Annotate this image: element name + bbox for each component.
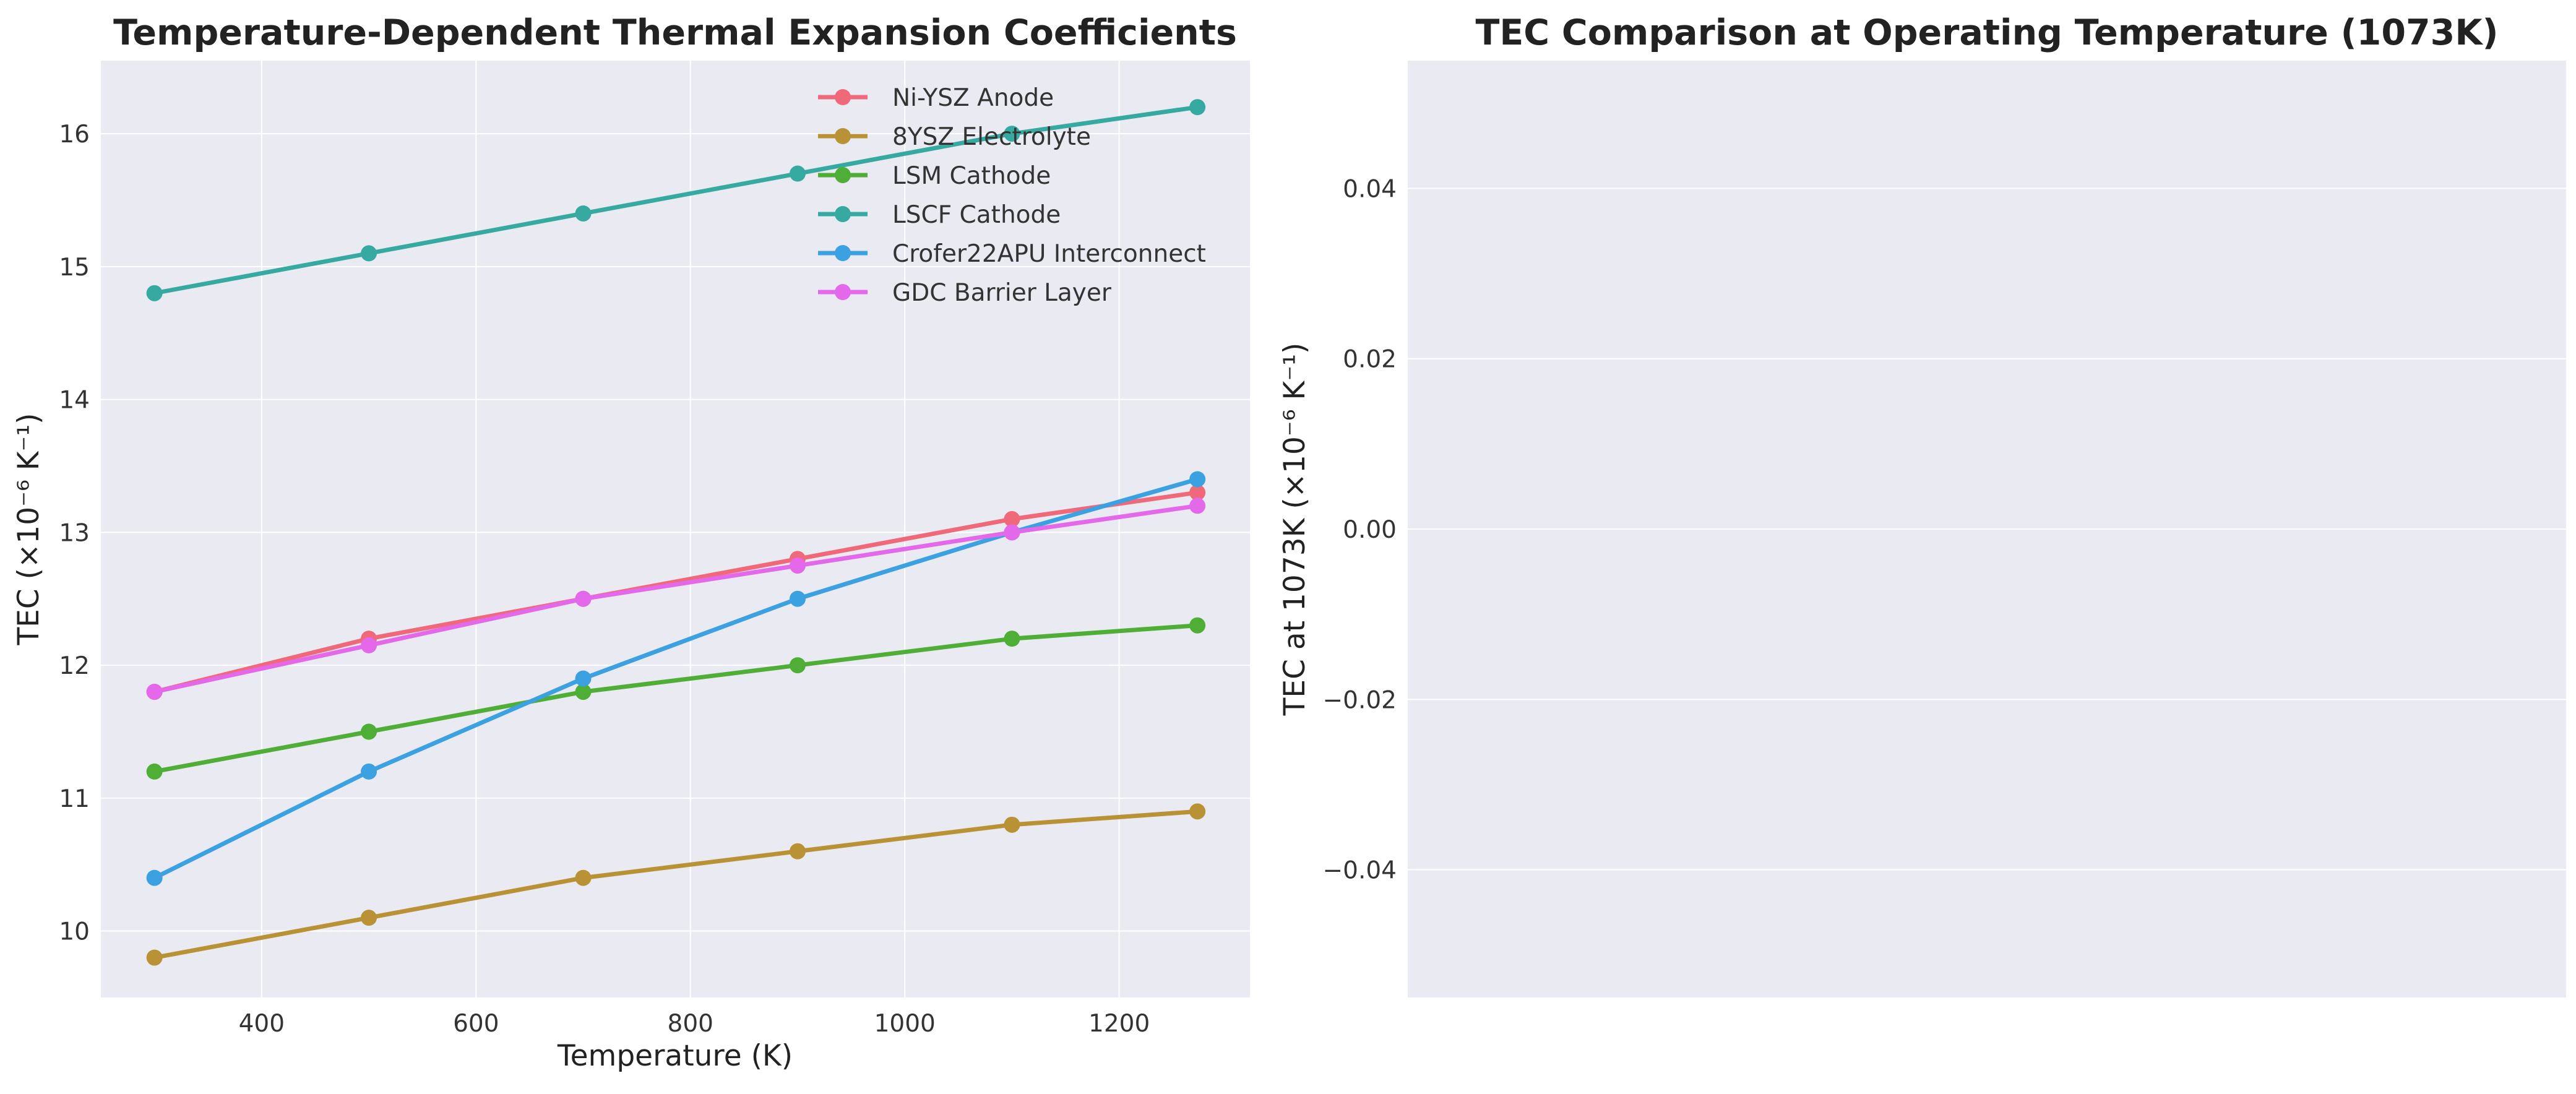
legend-item: Crofer22APU Interconnect: [818, 240, 1206, 268]
x-tick-label: 400: [239, 1010, 285, 1038]
data-point: [361, 723, 377, 740]
data-point: [1004, 816, 1020, 833]
series-line: [152, 476, 1200, 881]
bar-chart-grid: [1408, 187, 2566, 871]
bar-chart-y-ticks: 0.04 0.02 0.00 −0.02 −0.04: [1322, 175, 1397, 884]
bar-chart-y-axis-label: TEC at 1073K (×10⁻⁶ K⁻¹): [1278, 343, 1312, 717]
series-gdc-barrier-layer: [146, 497, 1206, 700]
legend-swatch-marker: [835, 245, 851, 261]
y-tick-label: 0.02: [1343, 346, 1397, 374]
data-point: [146, 763, 163, 780]
legend-label: 8YSZ Electrolyte: [892, 123, 1091, 151]
data-point: [1189, 99, 1206, 116]
data-point: [789, 843, 806, 859]
bar-chart-panel: 0.04 0.02 0.00 −0.02 −0.04 TEC Comparison at…: [1278, 12, 2566, 997]
legend-swatch-marker: [835, 167, 851, 183]
y-tick-label: 11: [59, 785, 90, 813]
x-tick-label: 1200: [1088, 1010, 1150, 1038]
legend-label: LSCF Cathode: [892, 201, 1061, 229]
data-point: [1189, 617, 1206, 634]
data-point: [361, 245, 377, 262]
data-point: [575, 205, 592, 222]
y-tick-label: 13: [59, 519, 90, 547]
line-chart-y-ticks: 10 11 12 13 14 15 16: [59, 121, 90, 946]
y-tick-label: 16: [59, 121, 90, 149]
x-tick-label: 600: [453, 1010, 499, 1038]
line-chart-plot-area: [101, 61, 1250, 997]
series-line: [152, 105, 1200, 296]
legend-label: Ni-YSZ Anode: [892, 84, 1054, 112]
data-point: [575, 670, 592, 687]
data-point: [789, 165, 806, 182]
legend-swatch-marker: [835, 128, 851, 144]
y-tick-label: 15: [59, 254, 90, 282]
data-point: [575, 684, 592, 700]
data-point: [146, 285, 163, 301]
series-line: [152, 503, 1200, 694]
legend-item: 8YSZ Electrolyte: [818, 123, 1091, 151]
legend-label: Crofer22APU Interconnect: [892, 240, 1206, 268]
data-point: [1004, 524, 1020, 541]
legend-item: GDC Barrier Layer: [818, 279, 1112, 307]
legend-swatch-marker: [835, 206, 851, 222]
line-chart-x-axis-label: Temperature (K): [557, 1039, 793, 1073]
line-chart-title: Temperature-Dependent Thermal Expansion …: [113, 12, 1237, 53]
line-chart-series-group: [146, 99, 1206, 966]
data-point: [361, 763, 377, 780]
legend-item: LSCF Cathode: [818, 201, 1061, 229]
data-point: [575, 869, 592, 886]
line-chart-panel: 400 600 800 1000 1200 10 11 12 13 14 15 16 Ni-YSZ …: [12, 12, 1250, 1073]
legend-swatch-marker: [835, 89, 851, 105]
series-line: [152, 809, 1200, 960]
x-tick-label: 800: [668, 1010, 713, 1038]
data-point: [575, 590, 592, 607]
legend-swatch-marker: [835, 284, 851, 300]
legend-label: LSM Cathode: [892, 162, 1051, 190]
line-chart-x-ticks: 400 600 800 1000 1200: [239, 1010, 1150, 1038]
data-point: [361, 910, 377, 926]
series-line: [152, 490, 1200, 694]
data-point: [1189, 484, 1206, 501]
series-lscf-cathode: [146, 99, 1206, 301]
series-line: [152, 623, 1200, 774]
data-point: [146, 869, 163, 886]
y-tick-label: 14: [59, 387, 90, 415]
data-point: [1004, 510, 1020, 527]
line-chart-y-axis-label: TEC (×10⁻⁶ K⁻¹): [12, 413, 46, 645]
data-point: [1004, 631, 1020, 647]
y-tick-label: 0.04: [1343, 175, 1397, 203]
data-point: [1189, 497, 1206, 514]
data-point: [361, 637, 377, 653]
y-tick-label: 0.00: [1343, 516, 1397, 544]
y-tick-label: 10: [59, 918, 90, 946]
x-tick-label: 1000: [874, 1010, 936, 1038]
y-tick-label: −0.04: [1322, 857, 1397, 885]
data-point: [1189, 471, 1206, 488]
legend-item: LSM Cathode: [818, 162, 1051, 190]
data-point: [1004, 126, 1020, 142]
legend-item: Ni-YSZ Anode: [818, 84, 1054, 112]
data-point: [789, 558, 806, 574]
bar-chart-title: TEC Comparison at Operating Temperature …: [1475, 12, 2498, 53]
series-8ysz-electrolyte: [146, 803, 1206, 966]
data-point: [1189, 803, 1206, 820]
data-point: [146, 684, 163, 700]
y-tick-label: 12: [59, 652, 90, 680]
legend-label: GDC Barrier Layer: [892, 279, 1112, 307]
y-tick-label: −0.02: [1322, 686, 1397, 714]
data-point: [146, 949, 163, 966]
line-chart-legend: Ni-YSZ Anode 8YSZ Electrolyte LSM Cathode L…: [818, 84, 1206, 307]
series-lsm-cathode: [146, 617, 1206, 780]
data-point: [789, 657, 806, 674]
data-point: [789, 590, 806, 607]
